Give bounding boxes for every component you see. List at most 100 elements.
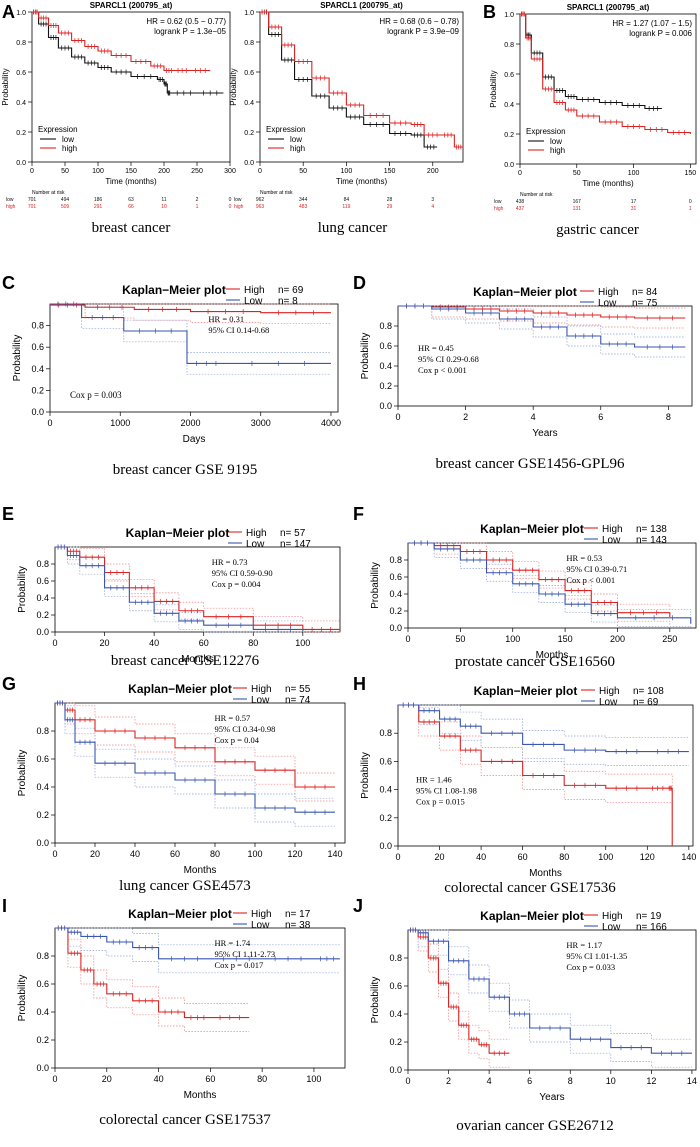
plot-title: Kaplan−Meier plot: [126, 526, 230, 540]
legend-entry-low: low: [550, 137, 562, 146]
hr-text: HR = 1.17: [566, 940, 602, 950]
x-tick-label: 200: [158, 168, 170, 175]
plot-title: SPARCL1 (200795_at): [567, 3, 650, 12]
chart-caption: prostate cancer GSE16560: [455, 654, 615, 670]
x-tick-label: 100: [505, 634, 520, 644]
chart-caption: ovarian cancer GSE26712: [456, 1118, 614, 1134]
y-tick-label: 0.6: [36, 979, 49, 989]
x-tick-label: 150: [558, 634, 573, 644]
y-axis-label: Probability: [12, 335, 23, 382]
x-tick-label: 100: [247, 849, 262, 859]
x-tick-label: 0: [52, 849, 57, 859]
panel-letter-D: D: [353, 273, 366, 293]
legend-n-high: n= 69: [278, 285, 304, 296]
x-tick-label: 6: [527, 1076, 532, 1086]
ci-band-high: [55, 927, 250, 1004]
risk-value: 437: [516, 206, 525, 212]
series-low-line: [408, 929, 692, 1054]
legend-entry-low: Low: [251, 695, 270, 706]
panel-letter-G: G: [2, 674, 17, 694]
legend-n-high: n= 84: [632, 287, 658, 298]
risk-value: 0: [229, 204, 232, 210]
y-tick-label: 0.8: [504, 42, 514, 49]
legend-entry-high: High: [602, 524, 623, 535]
risk-value: 28: [387, 197, 393, 203]
y-tick-label: 0.2: [379, 381, 392, 391]
legend-n-low: n= 38: [285, 920, 311, 931]
x-tick-label: 6: [598, 412, 603, 422]
risk-value: 3: [431, 197, 434, 203]
x-tick-label: 8: [568, 1076, 573, 1086]
x-tick-label: 0: [395, 412, 400, 422]
legend-entry-high: High: [244, 285, 265, 296]
hr-text: 95% CI 1.01-1.35: [566, 951, 627, 961]
plot-frame: [54, 546, 341, 633]
y-axis-label: Probability: [17, 975, 28, 1022]
risk-value: 701: [28, 197, 37, 203]
legend-entry-high: High: [599, 686, 620, 697]
legend-entry-low: Low: [602, 535, 621, 546]
risk-value: 1: [689, 206, 692, 212]
y-tick-label: 0.0: [16, 160, 26, 167]
y-tick-label: 0.0: [31, 407, 44, 417]
legend-entry-low: Low: [599, 697, 618, 708]
risk-table-title: Number at risk: [520, 192, 553, 198]
series-high-line: [398, 704, 673, 846]
risk-value: 186: [94, 197, 103, 203]
risk-row-label: high: [234, 204, 244, 210]
risk-value: 4: [431, 204, 434, 210]
hr-text: HR = 1.74: [215, 938, 251, 948]
panel-letter-H: H: [353, 674, 366, 694]
x-tick-label: 40: [130, 849, 140, 859]
x-tick-label: 0: [52, 638, 57, 648]
chart-A2: 0.0 0.2 0.4 0.6 0.8 1.0 0 50 100 150 200 Time (mont…: [229, 1, 464, 210]
x-tick-label: 8: [666, 412, 671, 422]
series-low-line: [50, 303, 331, 364]
x-axis-label: Time (months): [582, 179, 634, 188]
y-tick-label: 0.4: [389, 589, 402, 599]
y-tick-label: 0.8: [36, 726, 49, 736]
plot-title: Kaplan−Meier plot: [480, 522, 584, 536]
ci-band-high: [398, 704, 673, 832]
y-tick-label: 0.2: [31, 385, 44, 395]
x-tick-label: 0: [30, 168, 34, 175]
legend-entry-low: Low: [246, 539, 265, 550]
chart-D: 0.0 0.2 0.4 0.6 0.8 0 2 4 6 8 Years Probability Kapl…: [360, 285, 693, 439]
logrank-p-text: logrank P = 1.3e−05: [154, 27, 226, 36]
y-tick-label: 0.2: [36, 1035, 49, 1045]
x-tick-label: 2: [463, 412, 468, 422]
risk-value: 0: [689, 199, 692, 205]
ci-band-low: [55, 702, 335, 827]
series-high-line: [408, 929, 510, 1054]
ci-band-high: [55, 702, 335, 774]
y-tick-label: 0.0: [379, 841, 392, 851]
y-tick-label: 0.6: [16, 70, 26, 77]
y-tick-label: 0.4: [36, 782, 49, 792]
x-tick-label: 50: [455, 634, 465, 644]
ci-band-low: [55, 702, 335, 799]
hr-text: Cox p < 0.001: [418, 365, 467, 375]
risk-value: 963: [256, 204, 265, 210]
chart-caption: gastric cancer: [556, 222, 639, 238]
logrank-p-text: logrank P = 3.9e−09: [387, 27, 459, 36]
x-tick-label: 50: [573, 170, 581, 177]
y-axis-label: Probability: [360, 752, 371, 799]
hr-text: 95% CI 0.59-0.90: [212, 568, 273, 578]
legend-n-high: n= 55: [285, 684, 311, 695]
y-tick-label: 0.4: [379, 785, 392, 795]
risk-table-title: Number at risk: [260, 190, 293, 196]
x-tick-label: 60: [199, 638, 209, 648]
y-tick-label: 0.8: [389, 953, 402, 963]
x-tick-label: 100: [295, 638, 310, 648]
y-axis-label: Probability: [370, 977, 381, 1024]
hr-text: 95% CI 0.39-0.71: [566, 564, 627, 574]
y-axis-label: Probability: [1, 68, 10, 105]
legend-entry-high: High: [251, 909, 272, 920]
chart-C: 0.0 0.2 0.4 0.6 0.8 0 1000 2000 3000 4000 Days Prob…: [12, 283, 341, 445]
y-tick-label: 0.2: [36, 810, 49, 820]
series-high-line: [520, 13, 691, 134]
x-tick-label: 40: [149, 638, 159, 648]
x-tick-label: 140: [681, 852, 696, 862]
hr-text: Cox p = 0.04: [215, 735, 260, 745]
